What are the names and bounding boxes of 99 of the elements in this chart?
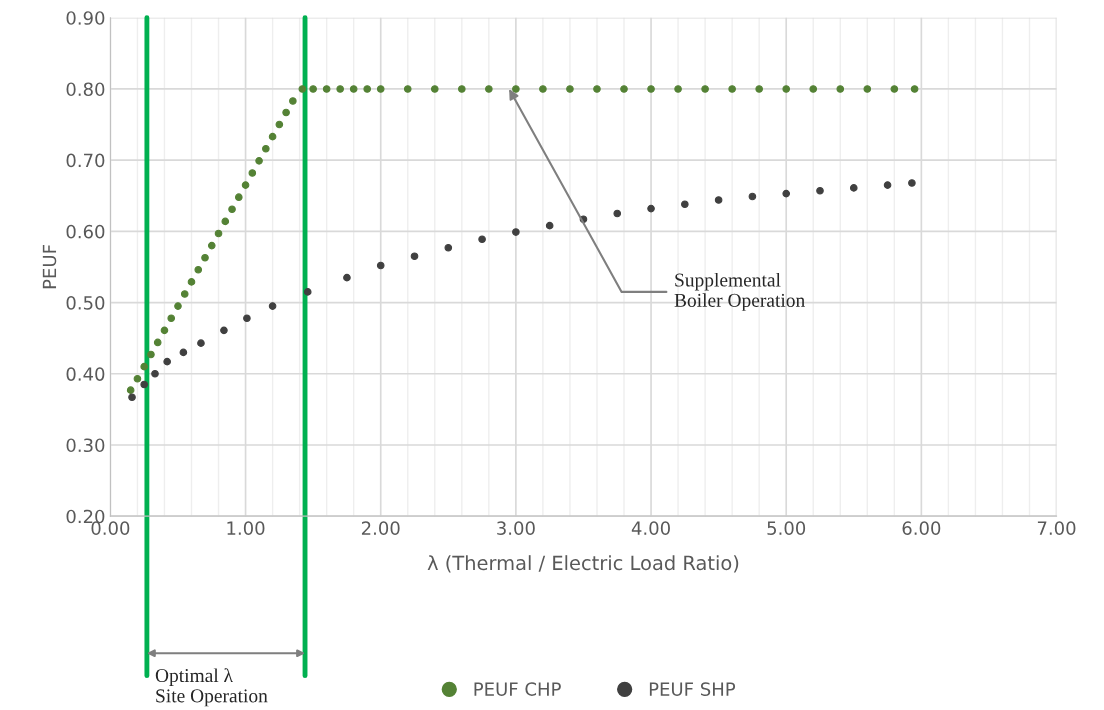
point bbox=[403, 85, 412, 93]
x-axis-title: λ (Thermal / Electric Load Ratio) bbox=[427, 555, 739, 573]
point bbox=[714, 196, 723, 204]
point bbox=[755, 85, 763, 93]
point bbox=[485, 85, 493, 93]
point bbox=[782, 85, 791, 93]
x-tick-label: 5.00 bbox=[767, 521, 806, 536]
point bbox=[908, 179, 916, 187]
x-tick-label: 6.00 bbox=[902, 521, 941, 536]
y-tick-label: 0.30 bbox=[66, 438, 105, 453]
y-tick-label: 0.70 bbox=[66, 153, 105, 168]
point bbox=[512, 85, 520, 93]
point bbox=[376, 261, 385, 270]
point bbox=[681, 200, 689, 209]
point bbox=[180, 290, 189, 298]
point bbox=[613, 209, 622, 218]
y-tick-label: 0.80 bbox=[66, 82, 105, 97]
point bbox=[151, 369, 159, 378]
point bbox=[126, 386, 135, 394]
point bbox=[883, 181, 892, 189]
point bbox=[512, 228, 520, 236]
point bbox=[430, 85, 439, 93]
y-tick-label: 0.60 bbox=[66, 224, 105, 239]
point bbox=[910, 85, 919, 93]
point bbox=[890, 85, 899, 93]
point bbox=[343, 273, 351, 282]
point bbox=[160, 326, 169, 335]
point bbox=[214, 229, 223, 238]
point bbox=[849, 184, 858, 192]
point bbox=[179, 348, 188, 357]
point bbox=[197, 339, 205, 347]
point bbox=[153, 338, 162, 347]
point bbox=[728, 85, 736, 93]
point bbox=[782, 189, 791, 198]
point bbox=[647, 85, 655, 93]
point bbox=[234, 193, 243, 201]
point bbox=[458, 85, 466, 93]
point bbox=[140, 362, 149, 371]
point bbox=[545, 221, 554, 230]
point bbox=[140, 380, 149, 389]
x-tick-label: 1.00 bbox=[227, 521, 265, 536]
point bbox=[268, 302, 277, 310]
legend-label: PEUF CHP bbox=[474, 682, 561, 696]
point bbox=[376, 85, 385, 93]
point bbox=[674, 85, 682, 93]
point bbox=[349, 85, 358, 93]
point bbox=[410, 252, 419, 261]
point bbox=[243, 314, 251, 323]
point bbox=[748, 192, 757, 201]
point bbox=[133, 374, 142, 383]
point bbox=[268, 132, 277, 141]
point bbox=[298, 85, 307, 93]
point bbox=[289, 97, 297, 105]
point bbox=[701, 85, 709, 93]
x-tick-label: 4.00 bbox=[631, 521, 670, 536]
point bbox=[816, 186, 824, 195]
point bbox=[128, 393, 136, 402]
point bbox=[201, 253, 209, 262]
point bbox=[275, 120, 284, 129]
point bbox=[539, 85, 547, 93]
point bbox=[194, 265, 203, 274]
legend-label: PEUF SHP bbox=[649, 682, 736, 696]
point bbox=[478, 235, 486, 244]
point bbox=[282, 108, 290, 117]
point bbox=[174, 302, 182, 310]
point bbox=[167, 314, 176, 323]
point bbox=[336, 85, 344, 93]
point bbox=[248, 169, 257, 177]
text: Optimal λ Site Operation bbox=[155, 668, 268, 707]
point bbox=[863, 85, 872, 93]
point bbox=[566, 85, 574, 93]
y-tick-label: 0.40 bbox=[66, 367, 105, 381]
point bbox=[303, 288, 312, 296]
point bbox=[836, 85, 845, 93]
point bbox=[241, 181, 250, 189]
x-tick-label: 7.00 bbox=[1037, 521, 1076, 536]
point bbox=[207, 241, 216, 250]
point bbox=[444, 243, 453, 252]
point bbox=[647, 204, 655, 213]
y-tick-label: 0.90 bbox=[66, 11, 105, 25]
point bbox=[255, 157, 263, 165]
point bbox=[163, 357, 171, 366]
point bbox=[363, 85, 372, 93]
annotation: Supplemental Boiler Operation bbox=[674, 272, 805, 311]
point bbox=[187, 278, 196, 286]
point bbox=[228, 205, 236, 214]
point bbox=[262, 144, 270, 153]
y-axis-title: PEUF bbox=[42, 245, 57, 289]
point bbox=[309, 85, 317, 93]
x-tick-label: 3.00 bbox=[497, 521, 535, 536]
x-tick-label: 2.00 bbox=[361, 521, 400, 536]
point bbox=[147, 350, 155, 359]
point bbox=[221, 217, 230, 226]
point bbox=[620, 85, 628, 93]
point bbox=[809, 85, 818, 93]
point bbox=[593, 85, 601, 93]
y-tick-label: 0.50 bbox=[66, 296, 105, 310]
point bbox=[322, 85, 331, 93]
point bbox=[220, 326, 228, 335]
